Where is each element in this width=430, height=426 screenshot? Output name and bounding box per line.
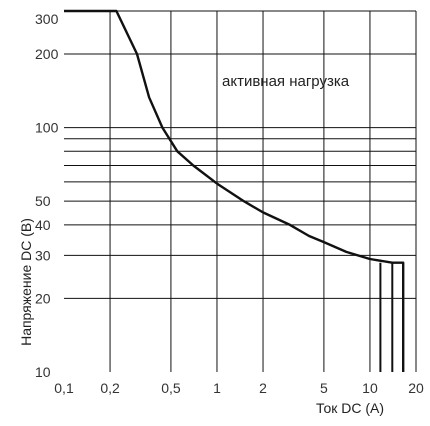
x-axis-label: Ток DC (A) [316,400,384,416]
y-tick-label: 30 [35,247,51,263]
y-tick-label: 10 [35,364,51,380]
x-tick-label: 0,1 [54,380,74,396]
grid-lines [64,10,417,372]
x-tick-label: 1 [213,380,221,396]
annotation: активная нагрузка [222,73,350,90]
x-tick-label: 0,2 [100,380,120,396]
y-tick-label: 300 [35,11,59,27]
y-tick-labels: 10 20 30 40 50 100 200 300 [35,11,59,380]
x-tick-labels: 0,1 0,2 0,5 1 2 5 10 20 [54,380,424,396]
y-tick-label: 100 [35,120,59,136]
x-tick-label: 10 [362,380,378,396]
y-tick-label: 50 [35,193,51,209]
y-tick-label: 40 [35,217,51,233]
x-tick-label: 20 [408,380,424,396]
y-tick-label: 20 [35,290,51,306]
y-tick-label: 200 [35,46,59,62]
x-tick-label: 0,5 [161,380,181,396]
x-tick-label: 5 [320,380,328,396]
voltage-current-curve [64,9,405,372]
y-axis-label: Напряжение DC (В) [18,218,34,346]
curves [64,9,405,372]
x-tick-label: 2 [259,380,267,396]
